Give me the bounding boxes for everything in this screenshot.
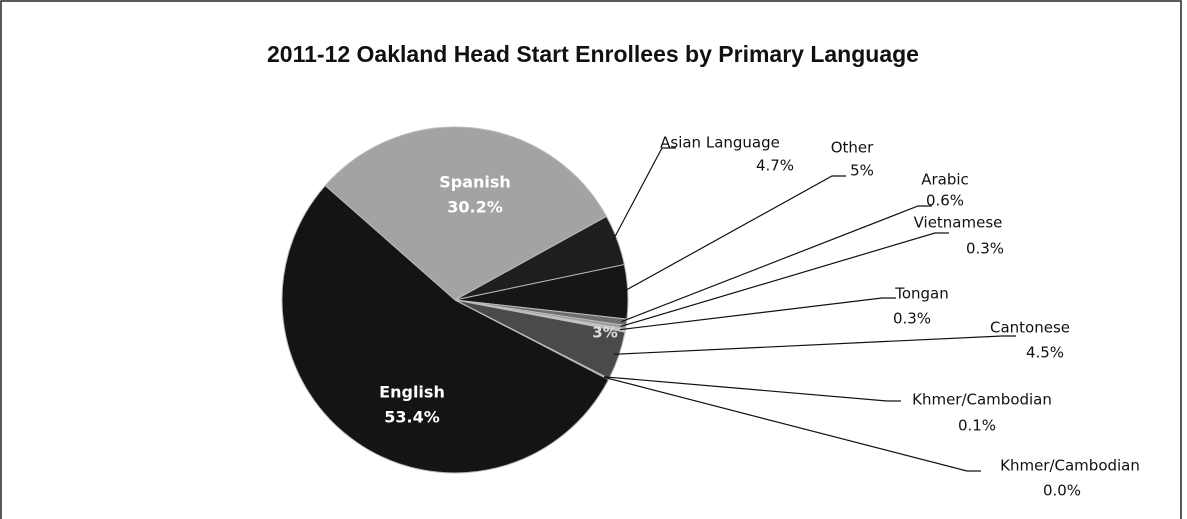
slice-value-label: 0.0% bbox=[1043, 482, 1081, 500]
slice-label: Arabic bbox=[921, 171, 969, 189]
slice-value-label: 0.3% bbox=[893, 310, 931, 328]
slice-value-label: 0.6% bbox=[926, 192, 964, 210]
leader-line bbox=[620, 232, 949, 328]
annotation: 3% bbox=[592, 324, 617, 342]
pie-slice bbox=[281, 184, 610, 474]
leader-line bbox=[611, 147, 676, 242]
slice-value-label: 4.5% bbox=[1026, 344, 1064, 362]
slice-label: Khmer/Cambodian bbox=[1000, 457, 1140, 475]
slice-value-label: 0.3% bbox=[966, 240, 1004, 258]
leader-line bbox=[621, 205, 932, 323]
slice-label: Spanish bbox=[439, 173, 511, 192]
leader-line bbox=[622, 175, 846, 293]
leader-line bbox=[604, 376, 901, 402]
chart-title: 2011-12 Oakland Head Start Enrollees by … bbox=[267, 41, 919, 67]
slice-label: Tongan bbox=[894, 285, 949, 303]
leader-line bbox=[603, 376, 981, 472]
slice-label: Vietnamese bbox=[914, 214, 1003, 232]
pie-slice bbox=[324, 126, 608, 301]
slice-label: Other bbox=[831, 139, 874, 157]
slice-value-label: 53.4% bbox=[384, 408, 440, 427]
slice-label: Khmer/Cambodian bbox=[912, 391, 1052, 409]
leader-line bbox=[613, 335, 1016, 355]
slice-value-label: 4.7% bbox=[756, 157, 794, 175]
slice-value-label: 5% bbox=[850, 162, 874, 180]
slice-value-label: 30.2% bbox=[447, 198, 503, 217]
slice-value-label: 0.1% bbox=[958, 417, 996, 435]
slice-label: Asian Language bbox=[660, 134, 780, 152]
slice-label: Cantonese bbox=[990, 319, 1070, 337]
slice-label: English bbox=[379, 383, 445, 402]
leader-line bbox=[620, 297, 896, 331]
